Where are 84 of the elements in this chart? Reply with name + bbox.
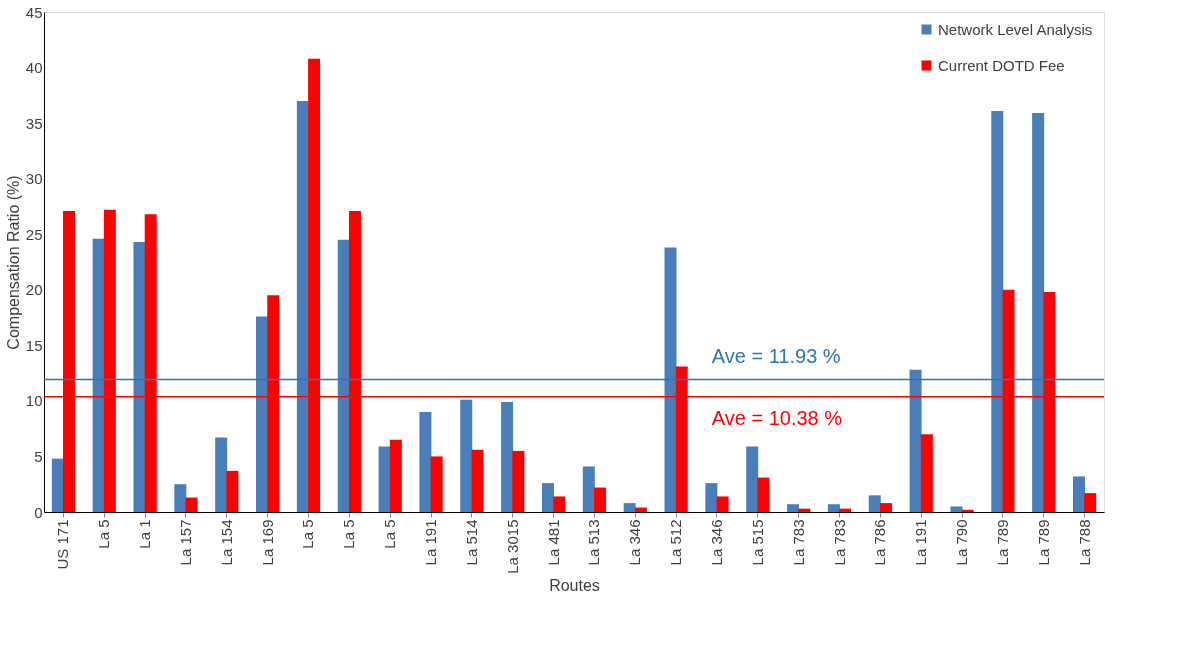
- x-tick-label: La 789: [1034, 519, 1052, 566]
- bar: [909, 369, 922, 512]
- bar: [92, 238, 105, 512]
- bar: [716, 496, 729, 512]
- x-tick-label: La 786: [871, 519, 889, 566]
- x-tick-label: La 515: [748, 519, 766, 566]
- ref-line-label: Ave = 11.93 %: [711, 345, 841, 368]
- bar: [879, 503, 892, 512]
- y-tick-label: 0: [34, 503, 43, 521]
- bar: [430, 456, 443, 512]
- bar: [512, 450, 525, 512]
- bar: [827, 504, 840, 512]
- bar: [541, 483, 554, 512]
- bar: [1032, 113, 1045, 512]
- bar: [460, 399, 473, 512]
- y-tick-label: 30: [25, 170, 43, 188]
- x-tick-label: La 5: [340, 519, 358, 549]
- x-tick-label: La 3015: [503, 519, 521, 574]
- x-tick-label: La 790: [953, 519, 971, 566]
- x-tick-label: La 169: [258, 519, 276, 566]
- x-tick-label: La 5: [299, 519, 317, 549]
- legend-label: Current DOTD Fee: [938, 56, 1065, 74]
- x-tick-label: La 157: [176, 519, 194, 566]
- bar: [419, 412, 432, 512]
- bar: [337, 239, 350, 512]
- x-tick-label: La 346: [707, 519, 725, 566]
- x-tick-label: La 513: [585, 519, 603, 566]
- bar: [594, 487, 607, 512]
- x-tick-label: La 346: [626, 519, 644, 566]
- bar: [798, 508, 811, 512]
- x-tick-label: US 171: [54, 519, 72, 570]
- bar: [868, 495, 881, 512]
- y-tick-label: 15: [25, 336, 43, 354]
- bar: [664, 247, 677, 512]
- bar: [757, 477, 770, 512]
- bar: [185, 497, 198, 512]
- bar: [378, 446, 391, 512]
- bar: [623, 503, 636, 512]
- bar: [920, 434, 933, 512]
- y-tick-label: 10: [25, 392, 43, 410]
- bar: [582, 466, 595, 512]
- bar: [296, 100, 309, 512]
- bar: [1084, 493, 1097, 512]
- bar: [226, 470, 239, 512]
- x-tick-label: La 191: [422, 519, 440, 566]
- bar: [215, 437, 228, 512]
- bar: [1072, 476, 1085, 512]
- x-tick-label: La 512: [667, 519, 685, 566]
- bar: [746, 446, 759, 512]
- ref-line-label: Ave = 10.38 %: [711, 406, 843, 429]
- bar: [839, 508, 852, 512]
- y-tick-label: 45: [25, 3, 43, 21]
- bar: [51, 458, 64, 512]
- x-tick-label: La 789: [993, 519, 1011, 566]
- legend-label: Network Level Analysis: [938, 20, 1093, 38]
- x-tick-label: La 154: [217, 519, 235, 566]
- bar: [705, 483, 718, 512]
- bar: [950, 506, 963, 512]
- bar: [991, 110, 1004, 512]
- y-axis-title: Compensation Ratio (%): [4, 175, 22, 350]
- x-tick-label: La 5: [95, 519, 113, 549]
- bar: [787, 504, 800, 512]
- x-tick-label: La 788: [1075, 519, 1093, 566]
- bar: [174, 484, 187, 512]
- x-tick-label: La 481: [544, 519, 562, 566]
- x-tick-label: La 783: [789, 519, 807, 566]
- bar: [634, 507, 647, 512]
- y-tick-label: 35: [25, 114, 43, 132]
- bar: [471, 449, 484, 512]
- bar: [256, 316, 269, 512]
- bar: [501, 402, 514, 512]
- x-tick-label: La 783: [830, 519, 848, 566]
- y-tick-label: 40: [25, 59, 43, 77]
- y-tick-label: 25: [25, 225, 43, 243]
- x-tick-label: La 1: [136, 519, 154, 549]
- x-tick-label: La 5: [381, 519, 399, 549]
- x-tick-label: La 191: [912, 519, 930, 566]
- x-tick-label: La 514: [462, 519, 480, 566]
- y-tick-label: 5: [34, 447, 43, 465]
- y-tick-label: 20: [25, 281, 43, 299]
- bar: [553, 496, 566, 512]
- x-axis-title: Routes: [549, 576, 600, 594]
- bar: [133, 242, 146, 512]
- bar: [389, 439, 402, 512]
